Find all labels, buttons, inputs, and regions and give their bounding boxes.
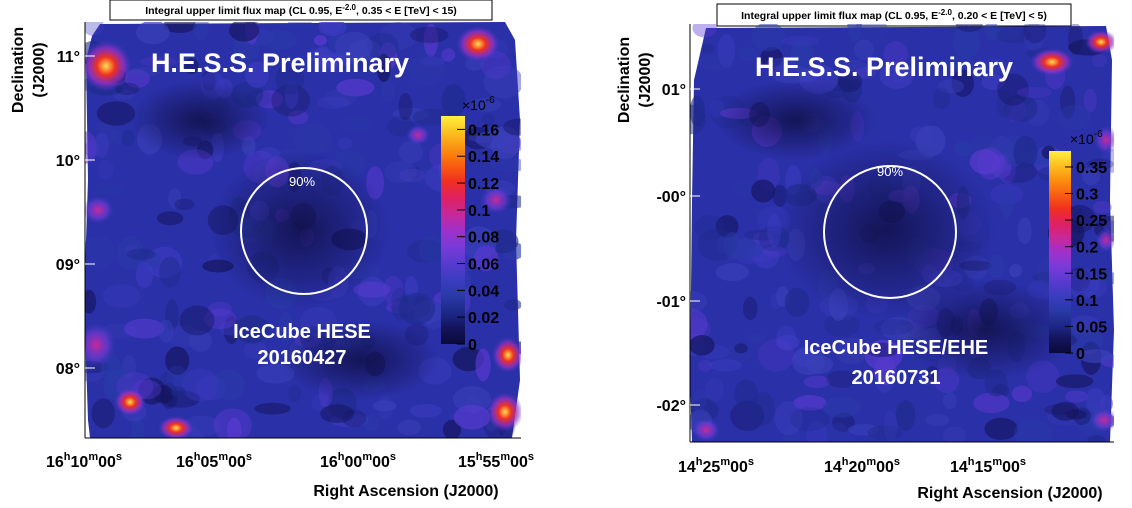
colorbar: ×10-6 0.16 0.14 0.12 0.1 0.08 0.06 0.04 0.02 0 [441, 95, 499, 354]
hotspot [487, 392, 521, 432]
source-name: IceCube HESE [233, 321, 371, 343]
hotspot [1030, 48, 1074, 76]
colorbar-tick-label: 0 [468, 337, 477, 354]
hotspot [85, 40, 132, 92]
hotspot [114, 388, 146, 416]
colorbar-tick-label: 0.12 [468, 176, 499, 193]
skymap-chart-left: Integral upper limit flux map (CL 0.95, … [10, 0, 534, 500]
colorbar-tick-label: 0.3 [1076, 187, 1098, 204]
chart-title-box [109, 0, 493, 21]
colorbar-tick-label: 0.06 [468, 257, 499, 274]
colorbar-ticks: 0.16 0.14 0.12 0.1 0.08 0.06 0.04 0.02 0 [457, 122, 499, 354]
x-tick-label: 16h00m00s [320, 451, 396, 471]
y-tick-label: 10° [56, 153, 80, 170]
colorbar-exponent: ×10-6 [1070, 129, 1103, 147]
source-date: 20160427 [258, 347, 347, 369]
x-axis-ticks: 14h25m00s 14h20m00s 14h15m00s [678, 456, 1026, 476]
y-tick-label: 09° [56, 257, 80, 274]
y-tick-label: -02° [656, 398, 686, 415]
y-tick-label: 01° [662, 82, 686, 99]
watermark: H.E.S.S. Preliminary [151, 48, 409, 78]
x-tick-label: 14h20m00s [824, 456, 900, 476]
chart-title: Integral upper limit flux map (CL 0.95, … [741, 8, 1047, 22]
x-tick-label: 14h15m00s [950, 456, 1026, 476]
hotspot [85, 196, 114, 224]
skymap-panel-right: Integral upper limit flux map (CL 0.95, … [566, 0, 1132, 508]
source-name: IceCube HESE/EHE [804, 337, 989, 359]
y-tick-label: -00° [656, 189, 686, 206]
x-tick-label: 16h10m00s [46, 451, 122, 471]
heatmap-area [690, 24, 1114, 442]
chart-title: Integral upper limit flux map (CL 0.95, … [145, 3, 457, 17]
watermark: H.E.S.S. Preliminary [755, 52, 1013, 82]
hotspot [1094, 126, 1114, 154]
x-axis-label: Right Ascension (J2000) [917, 485, 1102, 502]
colorbar-exponent: ×10-6 [462, 95, 495, 113]
y-tick-label: 08° [56, 361, 80, 378]
containment-circle [823, 165, 957, 299]
hotspot [158, 416, 194, 438]
chart-title-box [716, 3, 1072, 27]
y-axis-label-line1: Declination [10, 27, 27, 113]
hotspot [1096, 228, 1114, 252]
skymap-chart-right: Integral upper limit flux map (CL 0.95, … [616, 3, 1114, 502]
colorbar-tick-label: 0.08 [468, 230, 499, 247]
x-tick-label: 14h25m00s [678, 456, 754, 476]
hotspot [1085, 30, 1114, 54]
colorbar-tick-label: 0.35 [1076, 160, 1107, 177]
x-axis-ticks: 16h10m00s 16h05m00s 16h00m00s 15h55m00s [46, 451, 534, 471]
y-tick-label: -01° [656, 294, 686, 311]
colorbar-tick-label: 0.15 [1076, 266, 1107, 283]
colorbar-tick-label: 0.1 [468, 203, 490, 220]
colorbar-tick-label: 0.16 [468, 122, 499, 139]
circle-label: 90% [289, 174, 315, 189]
x-axis-label: Right Ascension (J2000) [313, 483, 498, 500]
skymap-panel-left: Integral upper limit flux map (CL 0.95, … [10, 0, 534, 500]
containment-circle [240, 167, 368, 295]
colorbar-tick-label: 0.02 [468, 310, 499, 327]
hotspot [456, 26, 500, 62]
hotspot [480, 186, 512, 214]
y-axis-ticks [690, 88, 700, 406]
hotspot [1090, 408, 1114, 432]
colorbar-tick-label: 0.14 [468, 149, 499, 166]
hotspot [406, 125, 430, 145]
colorbar-tick-label: 0 [1076, 346, 1085, 363]
hotspot [692, 418, 720, 442]
y-axis-label-line1: Declination [616, 37, 633, 123]
colorbar: ×10-6 0.35 0.3 0.25 0.2 0.15 0.1 0.05 0 [1049, 129, 1107, 363]
hotspot [492, 337, 521, 373]
heatmap-area [85, 22, 521, 438]
colorbar-gradient [441, 116, 465, 344]
y-axis-ticks [85, 55, 95, 369]
colorbar-gradient [1049, 151, 1071, 353]
colorbar-tick-label: 0.05 [1076, 319, 1107, 336]
colorbar-tick-label: 0.25 [1076, 213, 1107, 230]
source-date: 20160731 [852, 367, 941, 389]
colorbar-tick-label: 0.1 [1076, 293, 1098, 310]
circle-label: 90% [877, 164, 903, 179]
x-tick-label: 15h55m00s [458, 451, 534, 471]
colorbar-tick-label: 0.04 [468, 283, 499, 300]
hotspot [85, 323, 116, 367]
colorbar-ticks: 0.35 0.3 0.25 0.2 0.15 0.1 0.05 0 [1065, 160, 1107, 363]
y-axis-label-line2: (J2000) [31, 42, 48, 97]
y-tick-label: 11° [57, 49, 80, 66]
x-tick-label: 16h05m00s [176, 451, 252, 471]
colorbar-tick-label: 0.2 [1076, 240, 1098, 257]
y-axis-label-line2: (J2000) [637, 52, 654, 107]
